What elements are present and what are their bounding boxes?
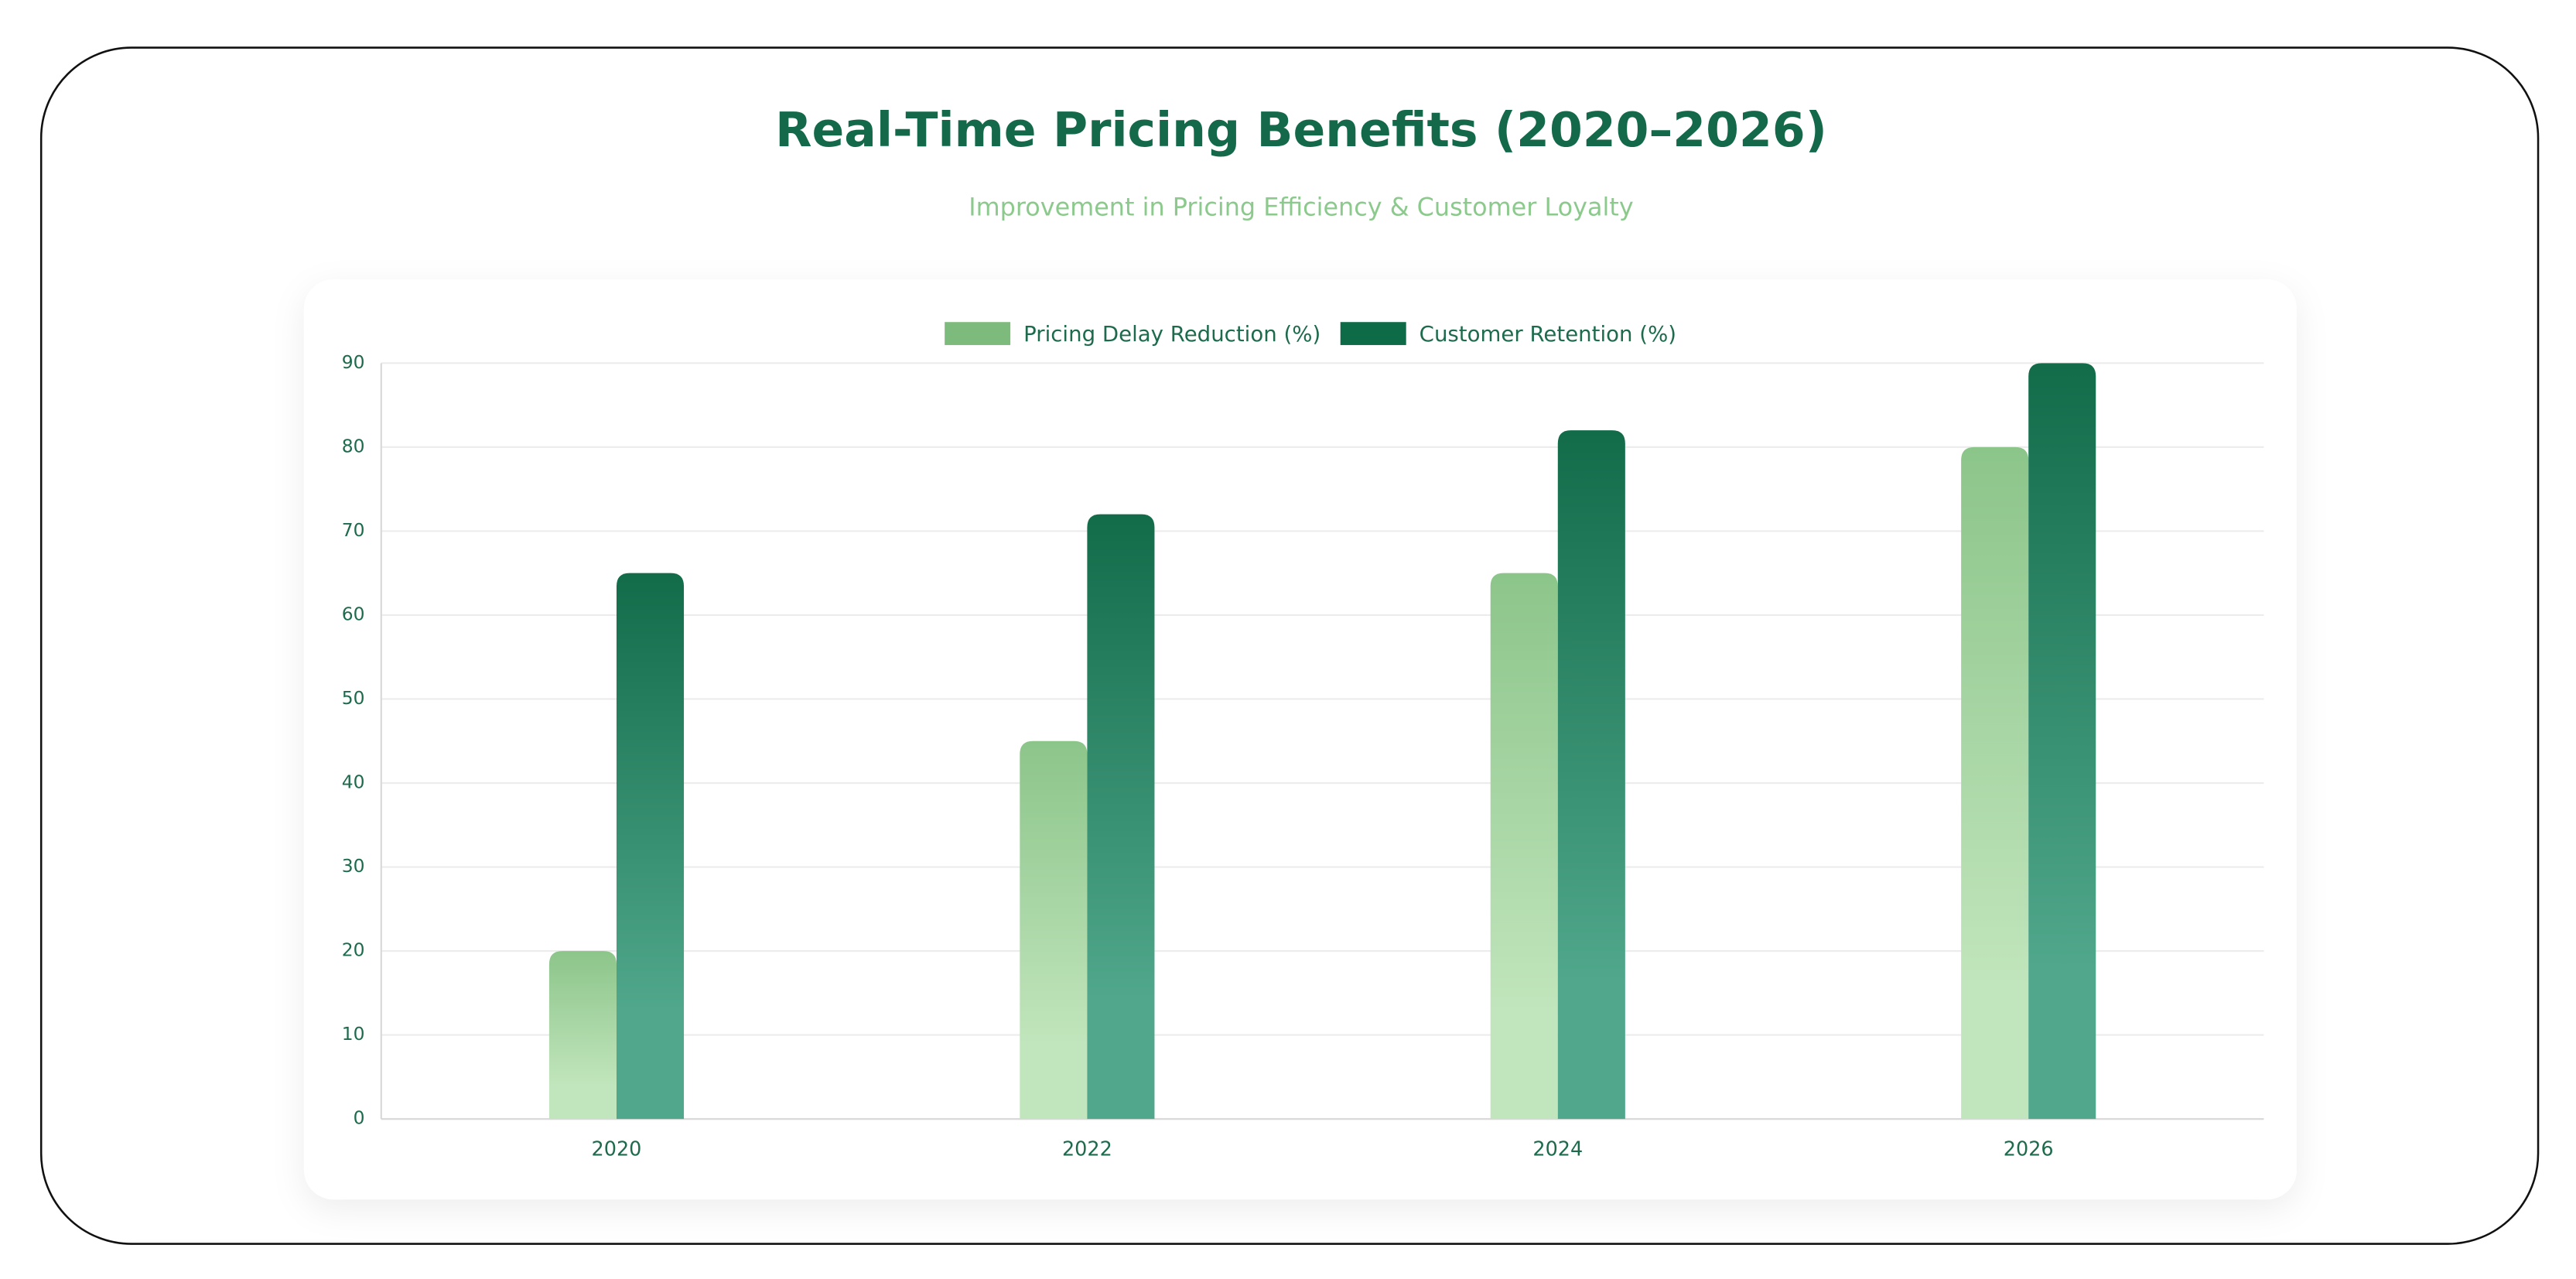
legend-swatch — [945, 322, 1011, 345]
x-tick-label: 2020 — [592, 1138, 642, 1161]
y-tick-label: 90 — [342, 351, 365, 373]
bar — [1961, 446, 2029, 1120]
y-tick-label: 0 — [354, 1107, 365, 1129]
y-tick-label: 20 — [342, 939, 365, 961]
y-tick-label: 40 — [342, 771, 365, 793]
bar — [548, 951, 617, 1120]
bar — [2028, 363, 2096, 1120]
plot: 0 10 20 30 40 50 60 70 80 90 Pricing Delay Reducti… — [342, 321, 2264, 1161]
legend-label: Customer Retention (%) — [1420, 321, 1676, 347]
y-tick-label: 50 — [342, 687, 365, 709]
y-tick-label: 70 — [342, 519, 365, 541]
x-tick-label: 2022 — [1062, 1138, 1112, 1161]
y-tick-label: 10 — [342, 1023, 365, 1045]
y-tick-label: 30 — [342, 855, 365, 877]
x-tick-label: 2024 — [1532, 1138, 1583, 1161]
chart-subtitle: Improvement in Pricing Efficiency & Cust… — [969, 193, 1633, 222]
bar — [616, 573, 685, 1120]
chart-title: Real-Time Pricing Benefits (2020–2026) — [775, 102, 1827, 158]
y-tick-label: 80 — [342, 435, 365, 457]
bar — [1557, 430, 1625, 1120]
legend-label: Pricing Delay Reduction (%) — [1023, 321, 1320, 347]
bar — [1087, 514, 1155, 1120]
chart-card — [303, 279, 2297, 1200]
bar — [1490, 573, 1558, 1120]
bar — [1020, 740, 1088, 1120]
y-tick-label: 60 — [342, 603, 365, 624]
x-tick-label: 2026 — [2004, 1138, 2054, 1161]
legend-swatch — [1340, 322, 1406, 345]
